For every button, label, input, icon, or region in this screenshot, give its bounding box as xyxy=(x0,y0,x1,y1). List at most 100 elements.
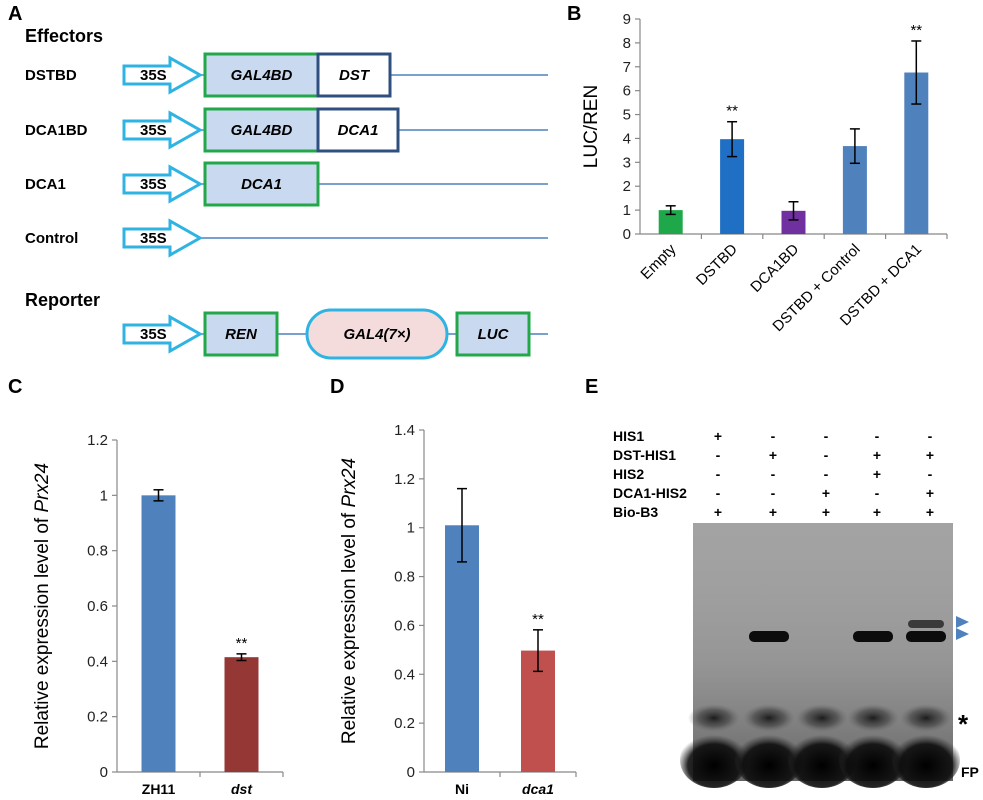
panelb-y-tick-label: 5 xyxy=(623,107,631,124)
panelb-y-tick-label: 1 xyxy=(623,202,631,219)
nonspecific-band-0 xyxy=(688,704,740,732)
dstbd-box-label: DST xyxy=(339,67,371,84)
gel-lane-3-sign-0: - xyxy=(875,428,880,444)
gel-lane-3-sign-4: + xyxy=(873,504,881,520)
gel-row-label-4: Bio-B3 xyxy=(613,504,658,520)
gel-lane-1-sign-4: + xyxy=(769,504,777,520)
panelb-y-axis-label: LUC/REN xyxy=(581,85,602,168)
gel-lane-0-sign-4: + xyxy=(714,504,722,520)
dstbd-box-label: GAL4BD xyxy=(231,67,293,84)
gel-row-label-0: HIS1 xyxy=(613,428,644,444)
dca1bd-box-label: GAL4BD xyxy=(231,122,293,139)
shifted-band-4 xyxy=(906,631,946,642)
gel-lane-1-sign-1: + xyxy=(769,447,777,463)
paneld-y-tick-label: 0.2 xyxy=(394,715,415,732)
panelc-y-axis-label: Relative expression level of Prx24 xyxy=(32,463,53,749)
gel-lane-2-sign-0: - xyxy=(824,428,829,444)
panel-letter-a: A xyxy=(8,3,22,25)
paneld-y-tick-label: 0 xyxy=(407,764,415,781)
gel-lane-2-sign-3: + xyxy=(822,485,830,501)
paneld-y-tick-label: 1 xyxy=(407,520,415,537)
reporter-heading: Reporter xyxy=(25,290,100,310)
control-promoter-label: 35S xyxy=(140,230,167,247)
gel-lane-4-sign-3: + xyxy=(926,485,934,501)
gel-lane-0-sign-3: - xyxy=(716,485,721,501)
panelb-y-tick-label: 6 xyxy=(623,83,631,100)
panelc-y-tick-label: 0.8 xyxy=(87,543,108,560)
dca1-box-label: DCA1 xyxy=(241,176,282,193)
dstbd-promoter-arrow xyxy=(122,55,204,95)
panelc-y-tick-label: 0.6 xyxy=(87,598,108,615)
free-probe-band-3 xyxy=(839,732,907,788)
panelb-y-tick-label: 2 xyxy=(623,178,631,195)
dca1bd-promoter-label: 35S xyxy=(140,122,167,139)
effectors-heading: Effectors xyxy=(25,26,103,46)
reporter-gal4-label: GAL4(7×) xyxy=(343,326,410,343)
reporter-luc-label: LUC xyxy=(478,326,510,343)
panel-e-emsa: HIS1 DST-HIS1 HIS2 DCA1-HIS2 Bio-B3 + - - - + - + - -… xyxy=(613,428,979,788)
gel-row-label-2: HIS2 xyxy=(613,466,644,482)
gel-lane-4-sign-2: - xyxy=(928,466,933,482)
panelb-bar-2 xyxy=(781,210,806,234)
panelb-significance-4: ** xyxy=(910,22,922,39)
dca1bd-box-dca1 xyxy=(316,107,400,153)
nonspecific-asterisk: * xyxy=(958,709,969,739)
free-probe-band-4 xyxy=(892,732,960,788)
dca1-box-dca1 xyxy=(203,161,320,207)
panelb-y-tick-label: 0 xyxy=(623,226,631,243)
free-probe-band-0 xyxy=(680,732,748,788)
gel-lane-2-sign-4: + xyxy=(822,504,830,520)
reporter-promoter-label: 35S xyxy=(140,326,167,343)
panel-c-expression-chart: 0 0.2 0.4 0.6 0.8 1 1.2 ZH11 ** dst Relative expre… xyxy=(32,432,284,797)
panelc-y-tick-label: 1.2 xyxy=(87,432,108,449)
dstbd-row-label: DSTBD xyxy=(25,67,77,84)
panelb-category-label-2: DCA1BD xyxy=(747,241,802,296)
shifted-band-arrow-upper xyxy=(956,616,969,628)
paneld-y-axis-label: Relative expression level of Prx24 xyxy=(339,458,360,744)
panelb-significance-1: ** xyxy=(726,103,738,120)
panelb-bar-0 xyxy=(658,210,683,234)
dca1bd-promoter-arrow xyxy=(122,110,204,150)
panel-a-construct-diagram: Effectors Reporter DSTBD 35S GAL4BD DST DCA1… xyxy=(25,26,548,360)
panelc-significance-1: ** xyxy=(236,635,248,652)
gel-lane-1-sign-2: - xyxy=(771,466,776,482)
panelc-y-tick-label: 0 xyxy=(100,764,108,781)
dstbd-box-gal4bd xyxy=(203,52,320,98)
free-probe-label: FP xyxy=(961,764,979,780)
panelb-category-label-1: DSTBD xyxy=(693,241,741,289)
panelc-bar-0 xyxy=(141,495,176,772)
gel-lane-4-sign-4: + xyxy=(926,504,934,520)
paneld-category-label-0: Ni xyxy=(455,781,469,797)
panelb-y-tick-label: 9 xyxy=(623,11,631,28)
paneld-y-tick-label: 1.2 xyxy=(394,471,415,488)
dca1-promoter-label: 35S xyxy=(140,176,167,193)
gel-row-label-1: DST-HIS1 xyxy=(613,447,676,463)
gel-lane-3-sign-2: + xyxy=(873,466,881,482)
gel-image xyxy=(680,523,960,788)
dstbd-promoter-label: 35S xyxy=(140,67,167,84)
nonspecific-band-4 xyxy=(900,704,952,732)
panelc-y-tick-label: 0.2 xyxy=(87,709,108,726)
paneld-significance-1: ** xyxy=(532,611,544,628)
panel-d-expression-chart: 0 0.2 0.4 0.6 0.8 1 1.2 1.4 Ni ** dca1 Relative exp… xyxy=(339,422,577,797)
gel-lane-2-sign-2: - xyxy=(824,466,829,482)
nonspecific-band-2 xyxy=(796,704,848,732)
control-row-label: Control xyxy=(25,230,78,247)
reporter-gal4-box xyxy=(305,308,449,360)
dca1bd-box-label: DCA1 xyxy=(338,122,379,139)
dca1-promoter-arrow xyxy=(122,164,204,204)
free-probe-band-2 xyxy=(788,732,856,788)
free-probe-band-1 xyxy=(735,732,803,788)
dca1-row-label: DCA1 xyxy=(25,176,66,193)
paneld-y-tick-label: 0.6 xyxy=(394,617,415,634)
nonspecific-band-3 xyxy=(847,704,899,732)
gel-lane-0-sign-1: - xyxy=(716,447,721,463)
gel-lane-4-sign-1: + xyxy=(926,447,934,463)
gel-lane-3-sign-1: + xyxy=(873,447,881,463)
panel-letter-c: C xyxy=(8,376,22,398)
paneld-y-tick-label: 0.8 xyxy=(394,569,415,586)
panelb-y-tick-label: 7 xyxy=(623,59,631,76)
gel-lane-4-sign-0: - xyxy=(928,428,933,444)
paneld-y-tick-label: 1.4 xyxy=(394,422,415,439)
